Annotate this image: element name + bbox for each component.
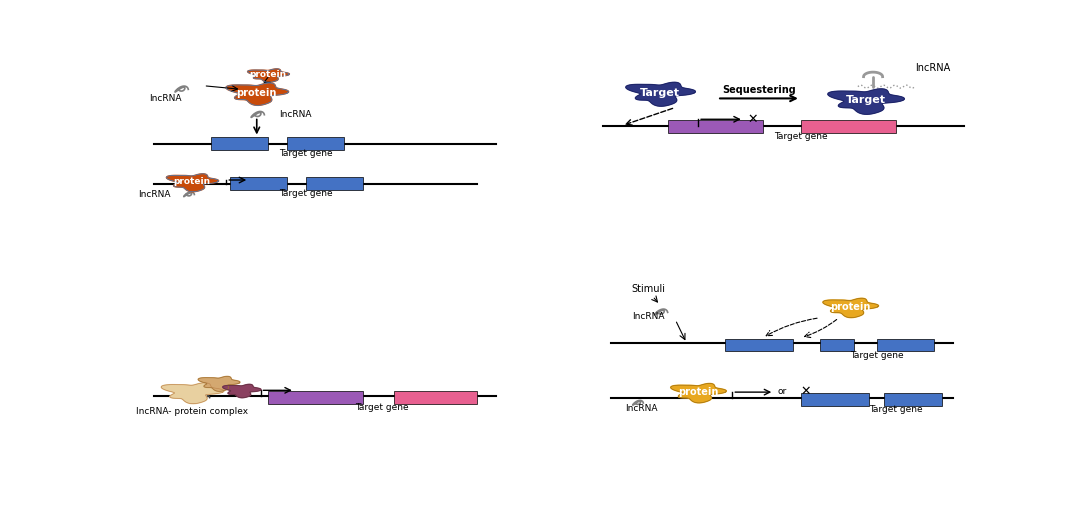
Text: Target gene: Target gene <box>774 132 827 141</box>
Polygon shape <box>625 82 696 106</box>
FancyBboxPatch shape <box>820 339 854 351</box>
FancyBboxPatch shape <box>211 137 268 150</box>
FancyBboxPatch shape <box>725 339 793 351</box>
FancyBboxPatch shape <box>667 120 762 133</box>
Polygon shape <box>823 298 878 318</box>
Text: or: or <box>778 387 787 396</box>
Text: lncRNA: lncRNA <box>633 312 665 321</box>
Text: Stimuli: Stimuli <box>632 284 665 294</box>
Polygon shape <box>827 89 904 114</box>
Polygon shape <box>222 384 261 398</box>
Text: Target: Target <box>640 88 680 98</box>
Text: lncRNA: lncRNA <box>280 109 312 119</box>
Text: Sequestering: Sequestering <box>723 85 796 95</box>
Polygon shape <box>247 69 289 82</box>
FancyBboxPatch shape <box>287 137 345 150</box>
Text: lncRNA: lncRNA <box>149 94 181 103</box>
FancyBboxPatch shape <box>800 393 869 406</box>
FancyBboxPatch shape <box>307 177 363 190</box>
Text: ✕: ✕ <box>800 385 811 398</box>
Text: lncRNA: lncRNA <box>915 63 950 73</box>
Polygon shape <box>226 83 288 105</box>
Text: lncRNA: lncRNA <box>624 404 658 413</box>
Text: Target gene: Target gene <box>280 189 333 198</box>
FancyBboxPatch shape <box>885 393 942 406</box>
Text: protein: protein <box>678 387 718 397</box>
Text: Target gene: Target gene <box>850 351 904 359</box>
FancyBboxPatch shape <box>394 391 477 404</box>
Text: Target: Target <box>846 95 886 105</box>
FancyBboxPatch shape <box>230 177 287 190</box>
Polygon shape <box>166 174 218 192</box>
FancyBboxPatch shape <box>268 391 363 404</box>
Polygon shape <box>161 383 224 404</box>
FancyBboxPatch shape <box>800 120 896 133</box>
Text: lncRNA: lncRNA <box>138 190 171 199</box>
Text: ✕: ✕ <box>747 113 758 126</box>
Text: protein: protein <box>174 177 211 186</box>
Text: protein: protein <box>249 70 286 79</box>
FancyBboxPatch shape <box>877 339 934 351</box>
Text: lncRNA- protein complex: lncRNA- protein complex <box>136 407 248 416</box>
Polygon shape <box>671 383 727 403</box>
Text: protein: protein <box>831 302 870 312</box>
Text: Target gene: Target gene <box>355 403 409 412</box>
Text: Target gene: Target gene <box>869 405 922 414</box>
Text: protein: protein <box>237 88 276 98</box>
Polygon shape <box>198 377 240 391</box>
Text: Target gene: Target gene <box>280 149 333 159</box>
